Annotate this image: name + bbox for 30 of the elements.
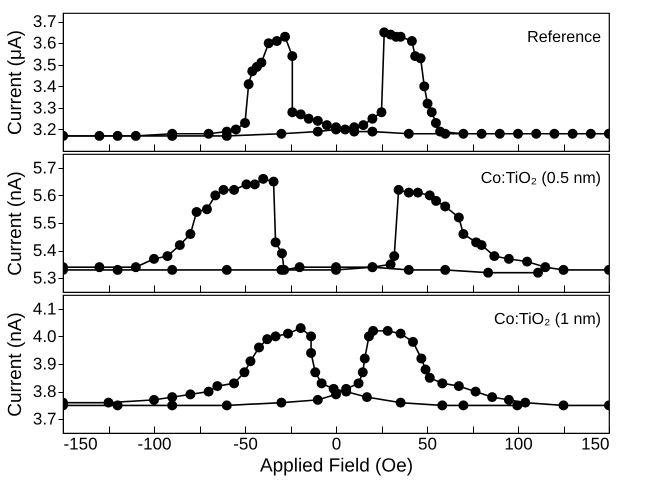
- y-tick-label: 5.7: [32, 158, 56, 178]
- y-tick-label: 5.4: [32, 241, 56, 260]
- x-tick-label: -50: [233, 434, 258, 454]
- x-tick-label: 100: [504, 434, 533, 454]
- y-tick-label: 5.3: [32, 268, 56, 288]
- y-tick-label: 5.6: [32, 186, 56, 205]
- annotation: Reference: [527, 29, 602, 46]
- y-tick-label: 3.8: [32, 382, 56, 402]
- x-tick-label: 50: [418, 434, 437, 454]
- y-axis-title: Current (nA): [4, 312, 26, 417]
- y-axis-title: Current (nA): [4, 171, 26, 276]
- y-tick-label: 3.7: [32, 12, 56, 32]
- annotation: Co:TiO₂ (0.5 nm): [480, 170, 601, 187]
- y-tick-label: 5.5: [32, 214, 56, 232]
- x-tick-label: -150: [64, 434, 98, 454]
- y-tick-label: 4.1: [32, 299, 56, 318]
- y-tick-label: 3.5: [32, 55, 56, 74]
- y-tick-label: 3.3: [32, 98, 56, 118]
- y-axis-title: Current (μA): [4, 30, 26, 135]
- y-tick-label: 3.7: [32, 410, 56, 429]
- annotation: Co:TiO₂ (1 nm): [494, 311, 601, 328]
- y-tick-label: 3.9: [32, 354, 56, 374]
- x-axis-title: Applied Field (Oe): [260, 456, 414, 476]
- y-tick-label: 3.2: [32, 120, 56, 139]
- y-tick-label: 4.0: [32, 326, 56, 346]
- y-tick-label: 3.4: [32, 76, 56, 96]
- x-tick-label: 150: [581, 434, 610, 454]
- y-tick-label: 3.6: [32, 34, 56, 53]
- x-tick-label: 0: [332, 434, 342, 454]
- x-tick-label: -100: [137, 434, 172, 454]
